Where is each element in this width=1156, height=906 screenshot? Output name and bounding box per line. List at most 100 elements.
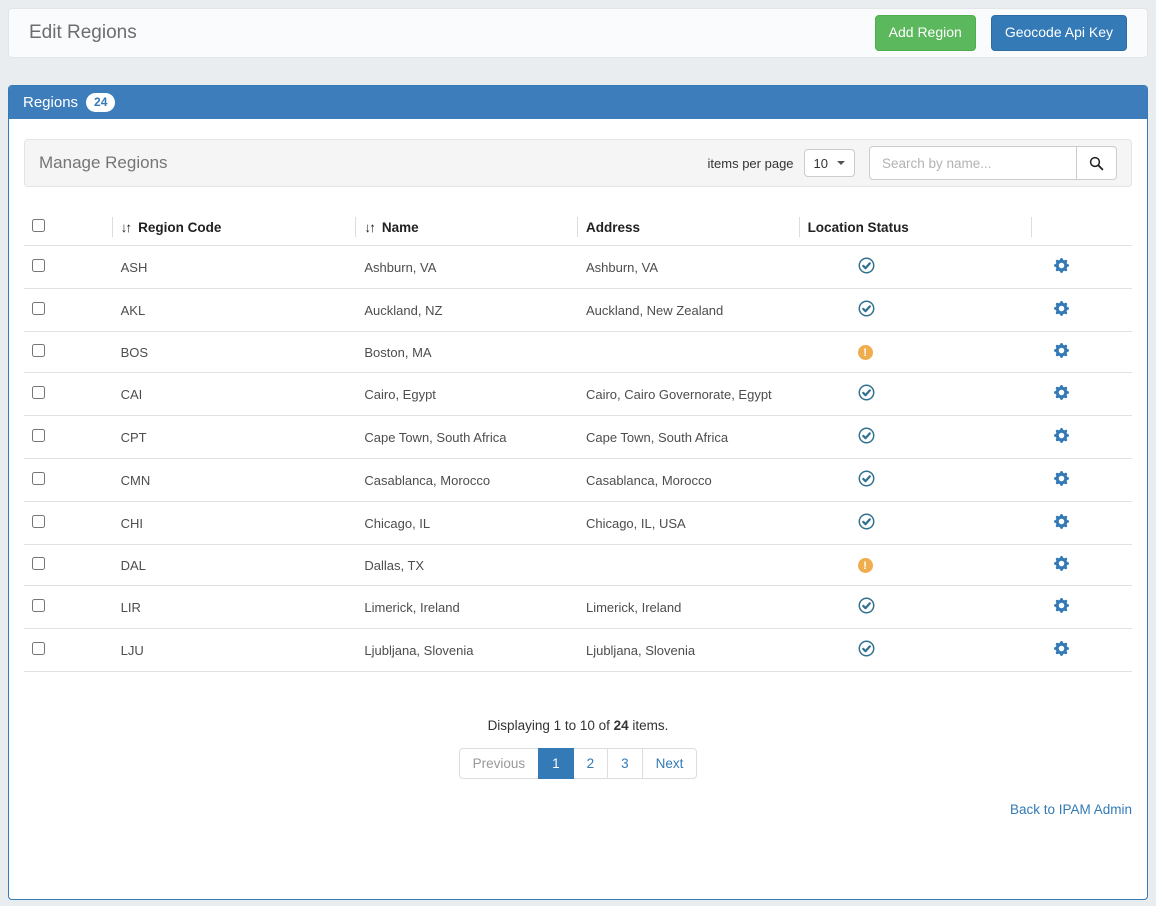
row-checkbox[interactable] — [32, 429, 45, 442]
sort-icon — [364, 220, 382, 235]
column-header-name[interactable]: Name — [356, 209, 578, 246]
regions-table: Region Code Name Address Location Status — [24, 209, 1132, 672]
region-address-cell: Limerick, Ireland — [577, 585, 800, 629]
region-address-cell — [577, 544, 800, 586]
gear-icon[interactable] — [1054, 301, 1070, 316]
gear-icon[interactable] — [1054, 471, 1070, 486]
region-address-cell — [577, 331, 800, 373]
region-status-cell — [799, 415, 1033, 459]
check-circle-icon — [858, 513, 875, 530]
table-row: CAI Cairo, Egypt Cairo, Cairo Governorat… — [24, 372, 1132, 416]
region-address-cell: Cairo, Cairo Governorate, Egypt — [577, 372, 800, 416]
geocode-api-key-button[interactable]: Geocode Api Key — [990, 15, 1127, 51]
table-body: ASH Ashburn, VA Ashburn, VA AKL Auckland — [24, 245, 1132, 672]
row-select-cell — [24, 628, 113, 672]
gear-icon[interactable] — [1054, 598, 1070, 613]
row-checkbox[interactable] — [32, 302, 45, 315]
items-per-page-select[interactable]: 10 — [803, 149, 855, 177]
row-select-cell — [24, 458, 113, 502]
region-name-cell: Casablanca, Morocco — [356, 458, 578, 502]
region-status-cell — [799, 331, 1033, 373]
check-circle-icon — [858, 640, 875, 657]
table-row: DAL Dallas, TX — [24, 544, 1132, 586]
region-code-cell: CAI — [112, 372, 357, 416]
row-select-cell — [24, 415, 113, 459]
select-all-checkbox[interactable] — [32, 219, 45, 232]
row-select-cell — [24, 331, 113, 373]
panel-title: Regions — [23, 94, 79, 111]
region-name-cell: Cape Town, South Africa — [356, 415, 578, 459]
exclamation-circle-icon — [857, 345, 873, 361]
pagination-page-3[interactable]: 3 — [607, 748, 643, 779]
region-actions-cell — [1032, 458, 1132, 502]
pagination-wrap: Previous 1 2 3 Next — [24, 748, 1132, 779]
region-name-cell: Ashburn, VA — [356, 245, 578, 289]
check-circle-icon — [858, 384, 875, 401]
row-select-cell — [24, 288, 113, 332]
pagination-next[interactable]: Next — [641, 748, 698, 779]
gear-icon[interactable] — [1054, 556, 1070, 571]
toolbar-controls: items per page 10 — [708, 146, 1117, 180]
search-icon — [1089, 156, 1104, 171]
region-code-cell: LJU — [112, 628, 357, 672]
region-status-cell — [799, 245, 1033, 289]
row-checkbox[interactable] — [32, 472, 45, 485]
summary-total: 24 — [613, 718, 629, 733]
region-actions-cell — [1032, 372, 1132, 416]
region-name-cell: Auckland, NZ — [356, 288, 578, 332]
row-checkbox[interactable] — [32, 259, 45, 272]
row-select-cell — [24, 501, 113, 545]
sort-icon — [121, 220, 139, 235]
header-buttons: Add Region Geocode Api Key — [874, 15, 1127, 51]
region-actions-cell — [1032, 501, 1132, 545]
search-button[interactable] — [1077, 146, 1117, 180]
gear-icon[interactable] — [1054, 343, 1070, 358]
row-checkbox[interactable] — [32, 557, 45, 570]
add-region-button[interactable]: Add Region — [874, 15, 976, 51]
row-checkbox[interactable] — [32, 515, 45, 528]
region-name-cell: Cairo, Egypt — [356, 372, 578, 416]
gear-icon[interactable] — [1054, 385, 1070, 400]
region-code-cell: CHI — [112, 501, 357, 545]
row-checkbox[interactable] — [32, 344, 45, 357]
region-code-cell: AKL — [112, 288, 357, 332]
region-actions-cell — [1032, 415, 1132, 459]
gear-icon[interactable] — [1054, 258, 1070, 273]
back-to-ipam-admin-link[interactable]: Back to IPAM Admin — [1009, 802, 1132, 817]
pagination-summary: Displaying 1 to 10 of 24 items. — [24, 718, 1132, 733]
row-select-cell — [24, 544, 113, 586]
pagination-previous[interactable]: Previous — [458, 748, 540, 779]
page-title: Edit Regions — [29, 22, 137, 43]
region-code-cell: CPT — [112, 415, 357, 459]
search-input[interactable] — [869, 146, 1077, 180]
column-header-label: Location Status — [807, 219, 909, 235]
check-circle-icon — [858, 470, 875, 487]
pagination-page-1[interactable]: 1 — [538, 748, 574, 779]
region-actions-cell — [1032, 331, 1132, 373]
gear-icon[interactable] — [1054, 514, 1070, 529]
column-header-region-code[interactable]: Region Code — [113, 209, 357, 246]
regions-count-badge: 24 — [86, 93, 116, 112]
column-header-address: Address — [578, 209, 800, 246]
region-name-cell: Dallas, TX — [356, 544, 578, 586]
region-address-cell: Ljubljana, Slovenia — [577, 628, 800, 672]
row-checkbox[interactable] — [32, 599, 45, 612]
gear-icon[interactable] — [1054, 428, 1070, 443]
summary-prefix: Displaying 1 to 10 of — [487, 718, 614, 733]
gear-icon[interactable] — [1054, 641, 1070, 656]
region-actions-cell — [1032, 288, 1132, 332]
chevron-down-icon — [837, 161, 845, 165]
row-checkbox[interactable] — [32, 386, 45, 399]
region-address-cell: Casablanca, Morocco — [577, 458, 800, 502]
region-status-cell — [799, 372, 1033, 416]
region-name-cell: Boston, MA — [356, 331, 578, 373]
region-address-cell: Cape Town, South Africa — [577, 415, 800, 459]
row-checkbox[interactable] — [32, 642, 45, 655]
region-code-cell: BOS — [112, 331, 357, 373]
check-circle-icon — [858, 257, 875, 274]
region-actions-cell — [1032, 544, 1132, 586]
search-group — [869, 146, 1117, 180]
column-header-location-status: Location Status — [800, 209, 1033, 246]
region-code-cell: ASH — [112, 245, 357, 289]
pagination-page-2[interactable]: 2 — [572, 748, 609, 779]
